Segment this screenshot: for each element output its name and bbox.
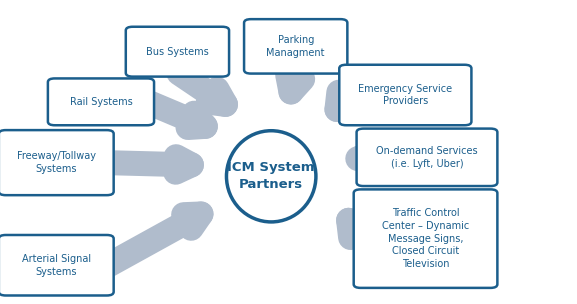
FancyBboxPatch shape bbox=[357, 129, 497, 186]
Text: Rail Systems: Rail Systems bbox=[70, 97, 132, 107]
FancyBboxPatch shape bbox=[244, 19, 347, 74]
FancyBboxPatch shape bbox=[0, 130, 114, 195]
Text: Freeway/Tollway
Systems: Freeway/Tollway Systems bbox=[17, 151, 96, 174]
Text: Traffic Control
Center – Dynamic
Message Signs,
Closed Circuit
Television: Traffic Control Center – Dynamic Message… bbox=[382, 208, 469, 269]
FancyBboxPatch shape bbox=[339, 65, 471, 125]
Text: Bus Systems: Bus Systems bbox=[146, 47, 209, 57]
Text: On-demand Services
(i.e. Lyft, Uber): On-demand Services (i.e. Lyft, Uber) bbox=[376, 146, 478, 169]
Text: Emergency Service
Providers: Emergency Service Providers bbox=[358, 84, 452, 106]
Text: ICM System
Partners: ICM System Partners bbox=[227, 161, 315, 191]
FancyBboxPatch shape bbox=[354, 189, 497, 288]
Ellipse shape bbox=[226, 131, 316, 222]
FancyBboxPatch shape bbox=[126, 27, 229, 77]
Text: Arterial Signal
Systems: Arterial Signal Systems bbox=[22, 254, 91, 277]
FancyBboxPatch shape bbox=[0, 235, 114, 295]
FancyBboxPatch shape bbox=[48, 78, 154, 125]
Text: Parking
Managment: Parking Managment bbox=[267, 35, 325, 58]
